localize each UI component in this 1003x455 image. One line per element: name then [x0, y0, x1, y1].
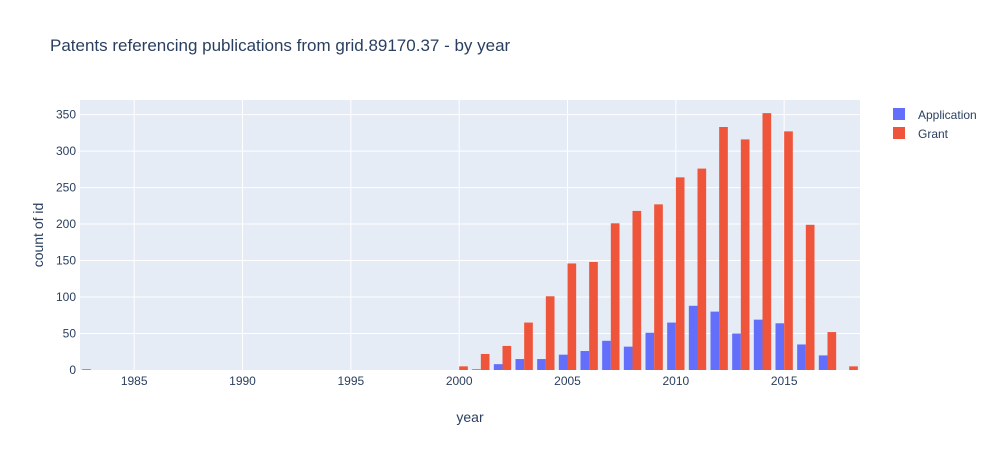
bar-grant[interactable] [524, 323, 533, 370]
bar-application[interactable] [516, 359, 525, 370]
bar-grant[interactable] [784, 131, 793, 370]
bar-application[interactable] [494, 364, 503, 370]
x-axis-ticks: 1985 1990 1995 2000 2005 2010 2015 [121, 374, 798, 388]
bar-grant[interactable] [546, 296, 555, 370]
x-tick-label: 1990 [229, 374, 256, 388]
y-axis-ticks: 0 50 100 150 200 250 300 350 [56, 108, 76, 377]
bar-grant[interactable] [654, 204, 663, 370]
legend-item-application[interactable]: Application [893, 108, 977, 122]
bar-grant[interactable] [719, 127, 728, 370]
x-tick-label: 2015 [771, 374, 798, 388]
bar-application[interactable] [472, 369, 481, 370]
bar-grant[interactable] [741, 139, 750, 370]
bar-grant[interactable] [849, 366, 858, 370]
y-tick-label: 200 [56, 217, 76, 231]
bar-grant[interactable] [763, 113, 772, 370]
bar-application[interactable] [732, 334, 741, 370]
bar-grant[interactable] [676, 177, 685, 370]
bar-grant[interactable] [481, 354, 490, 370]
bar-grant[interactable] [828, 332, 837, 370]
x-tick-label: 2000 [446, 374, 473, 388]
legend[interactable]: Application Grant [893, 108, 977, 141]
bar-application[interactable] [776, 323, 785, 370]
legend-swatch [893, 127, 905, 139]
bar-application[interactable] [602, 341, 611, 370]
y-tick-label: 250 [56, 181, 76, 195]
bar-grant[interactable] [503, 346, 512, 370]
legend-label: Application [918, 108, 977, 122]
bar-application[interactable] [82, 369, 91, 370]
y-tick-label: 150 [56, 254, 76, 268]
y-tick-label: 50 [63, 327, 77, 341]
bar-application[interactable] [754, 320, 763, 370]
x-tick-label: 2010 [662, 374, 689, 388]
legend-swatch [893, 108, 905, 120]
bar-grant[interactable] [698, 169, 707, 370]
bar-application[interactable] [646, 333, 655, 370]
chart-title: Patents referencing publications from gr… [50, 36, 511, 55]
legend-item-grant[interactable]: Grant [893, 127, 949, 141]
x-tick-label: 2005 [554, 374, 581, 388]
bar-application[interactable] [819, 355, 828, 370]
x-tick-label: 1995 [337, 374, 364, 388]
bar-grant[interactable] [589, 262, 598, 370]
bar-grant[interactable] [459, 366, 468, 370]
x-tick-label: 1985 [121, 374, 148, 388]
bar-grant[interactable] [806, 225, 815, 370]
bar-application[interactable] [559, 355, 568, 370]
bar-application[interactable] [689, 306, 698, 370]
bar-grant[interactable] [633, 211, 642, 370]
bar-application[interactable] [667, 323, 676, 370]
y-tick-label: 300 [56, 144, 76, 158]
legend-label: Grant [918, 127, 949, 141]
bar-application[interactable] [711, 312, 720, 370]
bar-grant[interactable] [611, 223, 620, 370]
x-axis-title: year [456, 409, 484, 425]
bar-application[interactable] [581, 351, 590, 370]
y-tick-label: 100 [56, 290, 76, 304]
bar-application[interactable] [537, 359, 546, 370]
y-tick-label: 0 [69, 363, 76, 377]
y-tick-label: 350 [56, 108, 76, 122]
y-axis-title: count of id [30, 203, 46, 268]
bar-application[interactable] [624, 347, 633, 370]
bar-grant[interactable] [568, 263, 577, 370]
bar-application[interactable] [797, 344, 806, 370]
